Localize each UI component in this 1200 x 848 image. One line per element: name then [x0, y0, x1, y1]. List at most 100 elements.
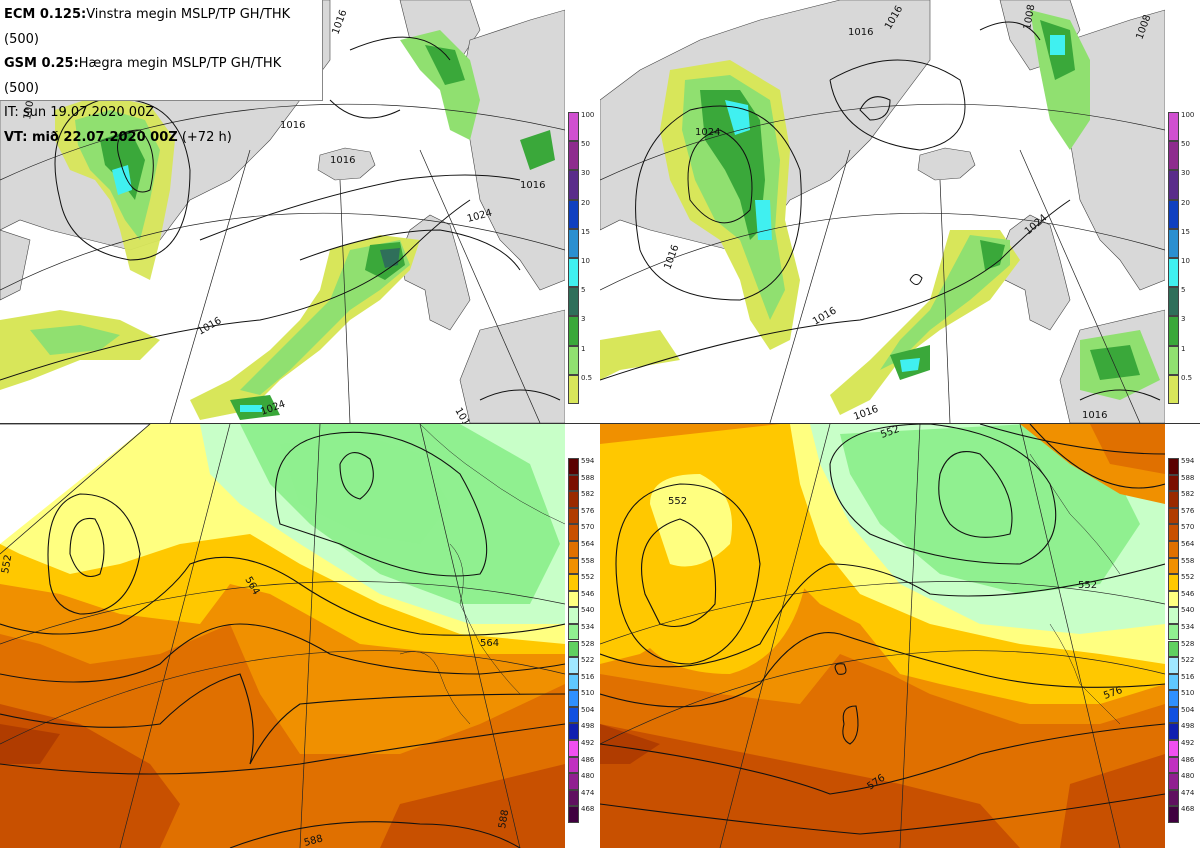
colorbar-swatch	[1168, 199, 1179, 229]
colorbar-swatch	[568, 789, 579, 807]
colorbar-swatch	[1168, 474, 1179, 492]
colorbar-tick-label: 522	[1181, 656, 1195, 665]
valid-time: VT: mið 22.07.2020 00Z (+72 h)	[4, 129, 232, 145]
colorbar-swatch	[1168, 507, 1179, 525]
colorbar-tick-label: 15	[581, 227, 590, 236]
colorbar-tick-label: 5	[581, 286, 586, 295]
colorbar-tick-label: 486	[581, 755, 595, 764]
colorbar-tick-label: 540	[581, 606, 595, 615]
colorbar-swatch	[1168, 228, 1179, 258]
colorbar-tick-label: 558	[581, 556, 595, 565]
colorbar-swatch	[568, 607, 579, 624]
colorbar-tick-label: 552	[1181, 573, 1195, 582]
colorbar-swatch	[568, 690, 579, 707]
colorbar-swatch	[568, 287, 579, 317]
colorbar-tick-label: 498	[581, 722, 595, 731]
colorbar-tick-label: 528	[1181, 639, 1195, 648]
colorbar-tick-label: 588	[1181, 473, 1195, 482]
colorbar-tick-label: 3	[581, 315, 586, 324]
thickness-label: 564	[480, 638, 499, 649]
colorbar-swatch	[1168, 540, 1179, 558]
thickness-colorbar-right: 594 588 582 576 570 564 558 552 546 540 534 528 522 5…	[1168, 458, 1198, 823]
colorbar-tick-label: 10	[1181, 257, 1190, 265]
colorbar-tick-label: 546	[1181, 589, 1195, 598]
isobar-label: 1016	[330, 155, 355, 166]
colorbar-tick-label: 582	[1181, 490, 1195, 499]
colorbar-swatch	[1168, 673, 1179, 691]
colorbar-swatch	[568, 623, 579, 641]
colorbar-swatch	[568, 170, 579, 200]
colorbar-tick-label: 558	[1181, 556, 1195, 565]
colorbar-swatch	[568, 458, 579, 475]
isobar-label: 1016	[1082, 410, 1107, 421]
panel-divider	[0, 423, 1200, 424]
colorbar-swatch	[1168, 374, 1179, 404]
colorbar-tick-label: 552	[581, 573, 595, 582]
colorbar-swatch	[1168, 640, 1179, 658]
isobar-label: 1016	[280, 120, 305, 131]
map-gsm-mslp-precip: 1016 1016 1008 1024 1016 1008 1016 1024 …	[600, 0, 1165, 423]
colorbar-swatch	[568, 199, 579, 229]
colorbar-swatch	[568, 374, 579, 404]
colorbar-tick-label: 0.5	[581, 373, 593, 382]
colorbar-tick-label: 30	[1181, 169, 1190, 178]
colorbar-tick-label: 534	[1181, 622, 1195, 631]
colorbar-swatch	[568, 540, 579, 558]
isobar-label: 1016	[848, 27, 873, 38]
colorbar-tick-label: 504	[1181, 705, 1195, 714]
colorbar-swatch	[568, 507, 579, 525]
colorbar-tick-label: 528	[581, 639, 595, 648]
colorbar-swatch	[568, 740, 579, 757]
colorbar-swatch	[1168, 590, 1179, 608]
colorbar-swatch	[568, 557, 579, 575]
colorbar-swatch	[1168, 491, 1179, 508]
colorbar-swatch	[568, 112, 579, 142]
colorbar-tick-label: 594	[1181, 457, 1195, 465]
colorbar-tick-label: 15	[1181, 227, 1190, 236]
colorbar-tick-label: 10	[581, 257, 590, 265]
colorbar-tick-label: 576	[1181, 506, 1195, 515]
precip-colorbar-right: 100 50 30 20 15 10 5 3 1 0.5	[1168, 112, 1198, 404]
colorbar-swatch	[568, 706, 579, 724]
colorbar-tick-label: 468	[1181, 805, 1195, 814]
isobar-label: 1024	[695, 127, 720, 138]
colorbar-swatch	[1168, 574, 1179, 591]
colorbar-tick-label: 504	[581, 705, 595, 714]
colorbar-tick-label: 474	[581, 788, 595, 797]
isobar-label: 1016	[520, 180, 545, 191]
colorbar-swatch	[1168, 316, 1179, 346]
colorbar-tick-label: 20	[1181, 198, 1190, 207]
colorbar-swatch	[568, 773, 579, 790]
thickness-colorbar-left: 594 588 582 576 570 564 558 552 546 540 534 528 522 5…	[568, 458, 598, 823]
colorbar-tick-label: 100	[581, 111, 595, 119]
thickness-label: 588	[303, 833, 324, 848]
colorbar-swatch	[1168, 112, 1179, 142]
colorbar-swatch	[1168, 789, 1179, 807]
colorbar-swatch	[568, 640, 579, 658]
colorbar-tick-label: 570	[581, 523, 595, 532]
colorbar-swatch	[1168, 690, 1179, 707]
colorbar-swatch	[568, 316, 579, 346]
colorbar-swatch	[568, 673, 579, 691]
colorbar-swatch	[568, 524, 579, 541]
colorbar-tick-label: 30	[581, 169, 590, 178]
colorbar-tick-label: 480	[581, 772, 595, 781]
colorbar-tick-label: 20	[581, 198, 590, 207]
colorbar-tick-label: 492	[1181, 739, 1195, 748]
colorbar-tick-label: 534	[581, 622, 595, 631]
colorbar-tick-label: 594	[581, 457, 595, 465]
colorbar-tick-label: 510	[1181, 689, 1195, 698]
colorbar-tick-label: 564	[581, 539, 595, 548]
colorbar-tick-label: 3	[1181, 315, 1186, 324]
colorbar-swatch	[568, 258, 579, 288]
colorbar-swatch	[1168, 170, 1179, 200]
colorbar-tick-label: 576	[581, 506, 595, 515]
colorbar-swatch	[568, 756, 579, 774]
colorbar-swatch	[568, 345, 579, 375]
colorbar-tick-label: 588	[581, 473, 595, 482]
colorbar-swatch	[1168, 773, 1179, 790]
colorbar-swatch	[1168, 345, 1179, 375]
colorbar-tick-label: 5	[1181, 286, 1186, 295]
colorbar-swatch	[568, 574, 579, 591]
colorbar-swatch	[568, 141, 579, 171]
